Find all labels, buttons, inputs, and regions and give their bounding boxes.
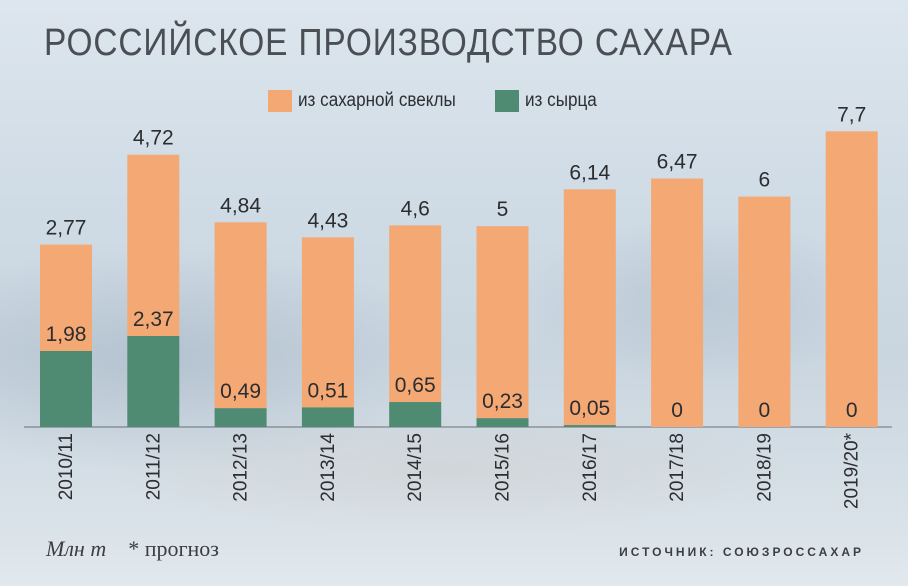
bar-beet-0	[40, 244, 92, 351]
tick-label-3: 2013/14	[318, 433, 339, 502]
chart-title: РОССИЙСКОЕ ПРОИЗВОДСТВО САХАРА	[44, 22, 733, 64]
bar-beet-5	[476, 226, 529, 419]
tick-label-0: 2010/11	[56, 433, 77, 500]
label-raw-8: 0	[759, 399, 771, 422]
tick-label-9: 2019/20*	[842, 432, 863, 509]
bar-raw-1	[127, 335, 180, 427]
label-raw-5: 0,23	[482, 390, 523, 413]
label-raw-3: 0,51	[307, 379, 348, 402]
unit-label: Млн т	[46, 536, 107, 561]
label-beet-5: 5	[497, 198, 509, 221]
tick-label-7: 2017/18	[667, 433, 688, 502]
label-beet-8: 6	[759, 169, 771, 192]
tick-label-5: 2015/16	[493, 433, 514, 502]
tick-label-1: 2011/12	[143, 433, 164, 500]
label-raw-4: 0,65	[395, 374, 436, 397]
source-note: ИСТОЧНИК: СОЮЗРОССАХАР	[619, 545, 864, 559]
legend-swatch-beet	[268, 90, 292, 112]
bar-beet-8	[738, 196, 791, 427]
bar-raw-2	[214, 408, 267, 427]
legend-label-raw: из сырца	[525, 90, 598, 111]
legend-label-beet: из сахарной свеклы	[298, 90, 456, 111]
bar-raw-5	[476, 418, 529, 427]
bar-raw-3	[301, 407, 354, 427]
label-beet-2: 4,84	[220, 194, 261, 217]
label-beet-4: 4,6	[401, 197, 430, 220]
tick-label-2: 2012/13	[231, 433, 252, 502]
label-beet-6: 6,14	[569, 161, 610, 184]
bar-beet-4	[389, 225, 442, 403]
bar-beet-6	[563, 189, 616, 426]
bar-raw-6	[563, 425, 616, 427]
label-raw-9: 0	[846, 399, 858, 422]
unit-note: Млн т * прогноз	[46, 536, 219, 562]
label-beet-0: 2,77	[46, 217, 87, 240]
label-beet-9: 7,7	[837, 103, 866, 126]
label-beet-1: 4,72	[133, 127, 174, 150]
label-beet-3: 4,43	[307, 209, 348, 232]
forecast-note: * прогноз	[128, 536, 219, 561]
bar-beet-7	[651, 178, 704, 427]
bar-raw-0	[40, 350, 92, 427]
bar-beet-1	[127, 154, 180, 336]
legend: из сахарной свеклы из сырца	[268, 90, 627, 112]
legend-item-beet: из сахарной свеклы	[268, 90, 473, 112]
bar-beet-3	[301, 237, 354, 408]
bar-beet-9	[825, 131, 878, 427]
label-raw-6: 0,05	[569, 397, 610, 420]
tick-label-8: 2018/19	[754, 433, 775, 502]
bar-raw-4	[389, 402, 442, 427]
label-beet-7: 6,47	[657, 151, 698, 174]
label-raw-0: 1,98	[46, 323, 87, 346]
label-raw-2: 0,49	[220, 380, 261, 403]
tick-label-4: 2014/15	[405, 433, 426, 502]
legend-item-raw: из сырца	[495, 90, 605, 112]
label-raw-1: 2,37	[133, 308, 174, 331]
tick-label-6: 2016/17	[580, 433, 601, 502]
label-raw-7: 0	[671, 399, 683, 422]
bar-beet-2	[214, 222, 267, 409]
legend-swatch-raw	[495, 90, 520, 112]
